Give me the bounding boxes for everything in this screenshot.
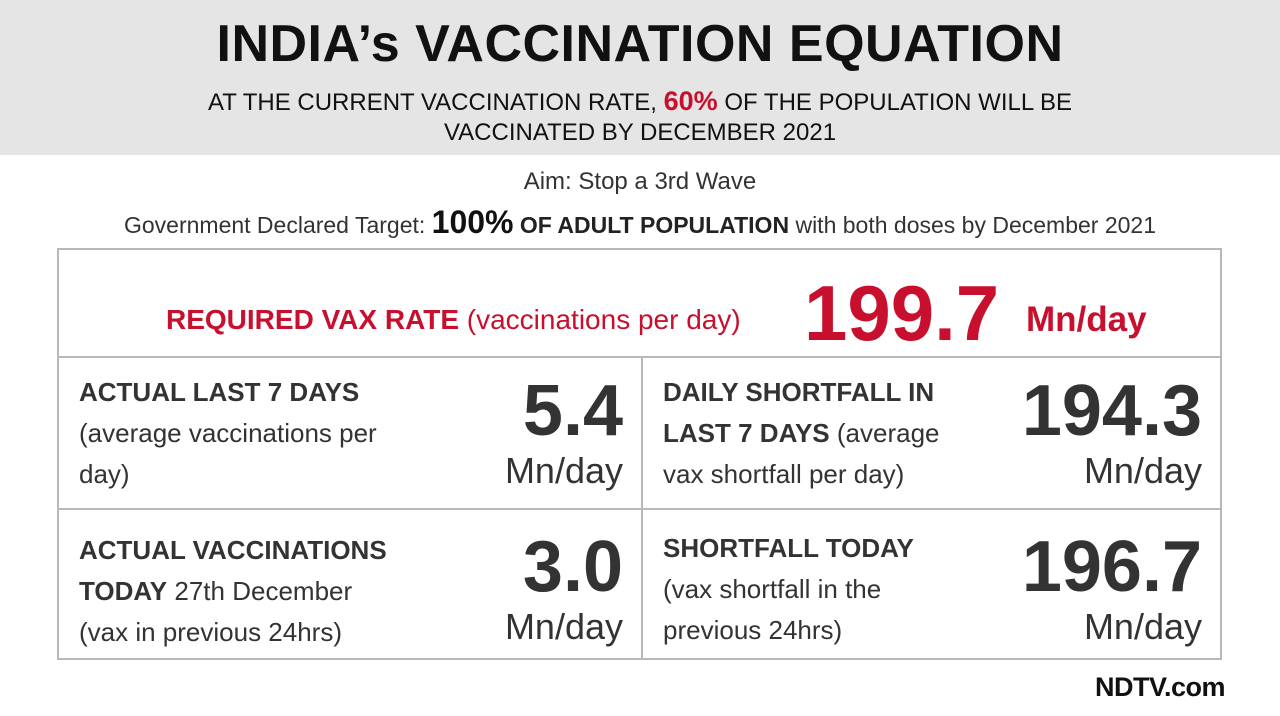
page-title: INDIA’s VACCINATION EQUATION: [216, 15, 1064, 73]
cell-unit: Mn/day: [1083, 450, 1202, 491]
cell-value: 5.4: [522, 371, 623, 451]
subtitle-post: OF THE POPULATION WILL BE VACCINATED BY …: [443, 89, 1072, 146]
cell-text: SHORTFALL TODAY (vax shortfall in the pr…: [663, 528, 963, 651]
cell-date: 27th December: [174, 576, 353, 606]
cell-title: DAILY SHORTFALL IN LAST 7 DAYS: [663, 377, 935, 448]
cell-shortfall-today: SHORTFALL TODAY (vax shortfall in the pr…: [643, 510, 1220, 660]
cell-text: DAILY SHORTFALL IN LAST 7 DAYS (average …: [663, 372, 983, 495]
cell-unit: Mn/day: [504, 450, 623, 491]
cell-description: (average vax shortfall per day): [663, 418, 940, 489]
cell-description: (average vaccinations per day): [79, 418, 377, 489]
cell-title: ACTUAL LAST 7 DAYS: [79, 377, 360, 407]
cell-value: 196.7: [1021, 527, 1202, 607]
cell-value: 3.0: [522, 527, 623, 607]
cell-unit: Mn/day: [1083, 606, 1202, 647]
target-suffix: with both doses by December 2021: [795, 212, 1156, 238]
cell-title: ACTUAL VACCINATIONS TODAY: [79, 535, 387, 606]
required-rate-label: REQUIRED VAX RATE (vaccinations per day): [166, 304, 741, 336]
aim-text: Aim: Stop a 3rd Wave: [523, 168, 757, 195]
header-banner: INDIA’s VACCINATION EQUATION AT THE CURR…: [0, 0, 1280, 155]
stats-grid: REQUIRED VAX RATE (vaccinations per day)…: [57, 248, 1222, 660]
cell-text: ACTUAL VACCINATIONS TODAY 27th December …: [79, 530, 459, 653]
target-population: OF ADULT POPULATION: [519, 212, 790, 238]
target-percent: 100%: [431, 204, 514, 240]
required-rate-label-bold: REQUIRED VAX RATE: [166, 304, 459, 335]
cell-description: (vax shortfall in the previous 24hrs): [663, 574, 882, 645]
cell-unit: Mn/day: [504, 606, 623, 647]
subtitle-pre: AT THE CURRENT VACCINATION RATE,: [208, 89, 657, 116]
ndtv-logo: NDTV.com: [1094, 672, 1226, 702]
cell-actual-last-7-days: ACTUAL LAST 7 DAYS (average vaccinations…: [59, 358, 641, 508]
target-line: Government Declared Target: 100% OF ADUL…: [0, 204, 1280, 241]
divider-horizontal-2: [59, 508, 1220, 510]
cell-title: SHORTFALL TODAY: [663, 533, 914, 563]
page-subtitle: AT THE CURRENT VACCINATION RATE, 60% OF …: [140, 86, 1140, 148]
cell-description: (vax in previous 24hrs): [79, 617, 342, 647]
cell-daily-shortfall: DAILY SHORTFALL IN LAST 7 DAYS (average …: [643, 358, 1220, 508]
required-rate-label-rest: (vaccinations per day): [466, 304, 741, 335]
required-rate-value: 199.7: [804, 269, 1000, 357]
target-prefix: Government Declared Target:: [123, 212, 426, 238]
divider-vertical: [641, 358, 643, 658]
required-rate-unit: Mn/day: [1026, 300, 1147, 339]
cell-actual-today: ACTUAL VACCINATIONS TODAY 27th December …: [59, 510, 641, 660]
cell-text: ACTUAL LAST 7 DAYS (average vaccinations…: [79, 372, 399, 495]
cell-value: 194.3: [1021, 371, 1202, 451]
divider-horizontal-1: [59, 356, 1220, 358]
subtitle-percent: 60%: [663, 86, 718, 116]
